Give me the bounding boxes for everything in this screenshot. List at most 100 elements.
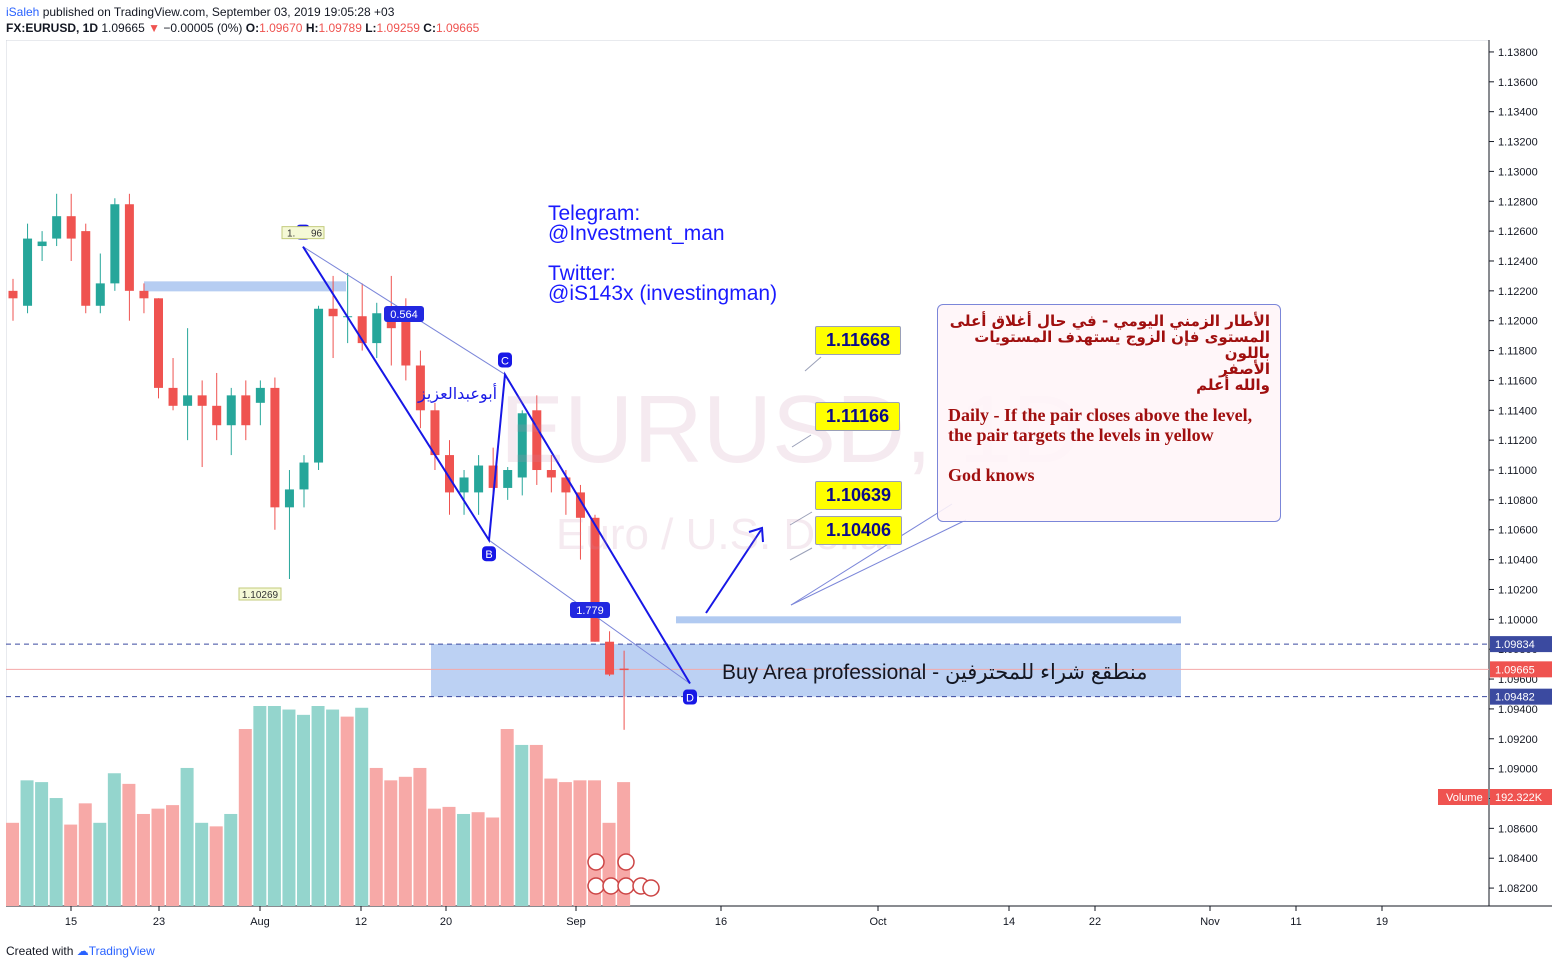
economic-event-icon <box>602 877 620 895</box>
volume-bar <box>166 805 180 906</box>
candle-body <box>328 308 338 317</box>
author-link[interactable]: iSaleh <box>6 5 40 19</box>
publish-info: iSaleh published on TradingView.com, Sep… <box>6 5 394 19</box>
volume-bar <box>195 822 209 906</box>
price-tick-label: 1.13600 <box>1498 77 1538 89</box>
candles <box>8 193 629 730</box>
buy-zone <box>431 644 1181 697</box>
target-1-leader <box>804 356 822 372</box>
volume-bar <box>573 780 587 906</box>
volume-bar <box>457 813 471 906</box>
economic-event-icon <box>617 877 635 895</box>
target-label-3[interactable]: 1.10639 <box>815 481 903 510</box>
author-arabic-name: أبوعبدالعزيز <box>418 384 498 403</box>
ratio-ab-badge <box>384 306 424 322</box>
volume-bar <box>297 714 310 906</box>
analysis-callout[interactable]: الأطار الزمني اليومي - في حال أغلاق أعلى… <box>937 304 1281 522</box>
volume-bar <box>486 817 500 906</box>
tradingview-brand[interactable]: TradingView <box>88 944 155 958</box>
volume-bar <box>267 706 281 906</box>
candle-body <box>430 410 440 456</box>
time-tick-label: 11 <box>1290 916 1301 928</box>
volume-bar <box>369 767 383 906</box>
volume-bar <box>282 709 296 906</box>
time-tick-label: 19 <box>1376 916 1388 928</box>
candle-body <box>139 290 149 299</box>
candle-body <box>110 204 120 284</box>
volume-bar <box>515 744 529 906</box>
candle-body <box>459 477 469 493</box>
volume-bar <box>93 822 107 906</box>
candle-body <box>212 405 222 426</box>
candle-body <box>561 477 571 493</box>
time-tick-label: 15 <box>65 916 77 928</box>
volume-bar <box>311 706 325 906</box>
pattern-point-d-badge <box>683 689 697 705</box>
price-scale[interactable]: 1.13800 1.13600 1.13400 1.13200 1.13000 1.128… <box>1438 47 1552 895</box>
price-tick-label: 1.11000 <box>1498 465 1537 477</box>
social-text: Telegram: @Investment_man Twitter: @iS14… <box>548 203 778 305</box>
candle-body <box>314 308 324 463</box>
volume-bar <box>413 767 427 906</box>
volume-bar <box>78 803 92 906</box>
tradingview-logo-icon[interactable]: ☁ <box>76 944 89 958</box>
pattern-point-c-badge <box>498 352 512 368</box>
upper-level-tag-bg <box>1490 636 1552 653</box>
price-tick-label: 1.13800 <box>1498 47 1538 59</box>
ratio-ab-label: 0.564 <box>390 309 418 321</box>
publish-text: published on TradingView.com, September … <box>39 5 395 19</box>
price-tick-label: 1.10000 <box>1498 614 1538 626</box>
candle-body <box>95 283 105 306</box>
candle-body <box>284 489 294 508</box>
lower-level-tag-bg <box>1490 688 1552 705</box>
price-tick-label: 1.10600 <box>1498 525 1538 537</box>
time-tick-label: 20 <box>440 916 452 928</box>
time-tick-label: 12 <box>355 916 367 928</box>
volume-bar <box>544 778 558 906</box>
volume-bar <box>20 780 34 906</box>
volume-bar <box>326 709 340 906</box>
time-scale[interactable]: 15 23 Aug 12 20 Sep 16 Oct 14 22 Nov 11 19 <box>65 906 1388 928</box>
target-label-1[interactable]: 1.11668 <box>815 326 902 355</box>
target-label-4[interactable]: 1.10406 <box>815 516 903 545</box>
low-label: L: <box>365 21 377 35</box>
candle-body <box>488 465 498 488</box>
candle-body <box>575 492 585 518</box>
price-tick-label: 1.12000 <box>1498 316 1538 328</box>
price-tick-label: 1.12400 <box>1498 256 1538 268</box>
volume-bars <box>6 706 631 906</box>
price-change: −0.00005 (0%) <box>163 21 243 35</box>
ratio-bc-label: 1.779 <box>576 605 604 617</box>
candle-body <box>81 231 91 306</box>
symbol-label: FX:EURUSD, 1D <box>6 21 99 35</box>
volume-bar <box>588 780 601 906</box>
price-tick-label: 1.10200 <box>1498 584 1538 596</box>
arabic-line-3: الأصفر <box>1219 360 1270 378</box>
time-tick-label: Sep <box>566 916 586 928</box>
price-tick-label: 1.10800 <box>1498 495 1538 507</box>
candle-body <box>37 241 47 247</box>
high-label-prefix: 1. <box>287 229 295 240</box>
low-value: 1.09259 <box>376 21 420 35</box>
candle-body <box>255 387 265 403</box>
price-tick-label: 1.11600 <box>1498 375 1537 387</box>
twitter-handle: @iS143x (investingman) <box>548 282 778 305</box>
price-tick-label: 1.12200 <box>1498 286 1538 298</box>
candle-body <box>546 470 556 478</box>
target-label-2[interactable]: 1.11166 <box>815 402 901 431</box>
volume-bar <box>617 782 631 906</box>
high-label-suffix: 96 <box>311 229 323 240</box>
low-label-box <box>238 587 282 601</box>
open-label: O: <box>245 21 260 35</box>
open-value: 1.09670 <box>259 21 303 35</box>
candle-body <box>401 320 411 366</box>
time-tick-label: 16 <box>715 916 727 928</box>
economic-event-icon <box>587 877 605 895</box>
price-tick-label: 1.13400 <box>1498 107 1538 119</box>
volume-bar <box>529 744 543 906</box>
twitter-label: Twitter: <box>548 262 616 285</box>
symbol-info: FX:EURUSD, 1D 1.09665 ▼ −0.00005 (0%) O:… <box>6 21 479 35</box>
